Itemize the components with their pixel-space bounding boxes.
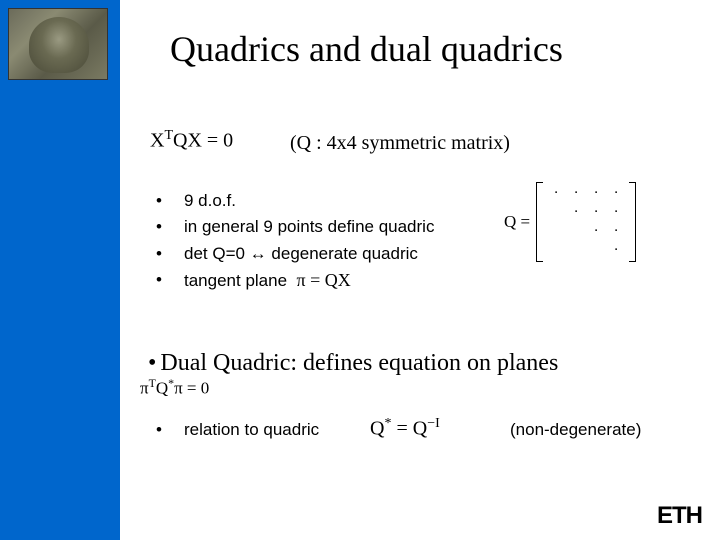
- bullet-item: relation to quadric: [150, 420, 319, 440]
- equation-relation: Q* = Q−I: [370, 416, 440, 441]
- equation-main: XTQX = 0: [150, 128, 233, 153]
- matrix-cell: ·: [566, 184, 586, 203]
- matrix-cell: ·: [566, 203, 586, 222]
- header-image: [8, 8, 108, 80]
- sidebar: [0, 0, 120, 540]
- matrix-label: Q =: [504, 212, 530, 232]
- nondegenerate-note: (non-degenerate): [510, 420, 641, 440]
- slide-content: Quadrics and dual quadrics XTQX = 0 (Q :…: [120, 0, 720, 540]
- matrix-cell: ·: [586, 184, 606, 203]
- matrix-cell: [546, 222, 566, 241]
- bullet-item: det Q=0 ↔ degenerate quadric: [150, 241, 434, 267]
- matrix-definition: Q = · · · · · · · ·: [504, 182, 636, 262]
- bullet-item: 9 d.o.f.: [150, 188, 434, 214]
- matrix-cell: ·: [606, 203, 626, 222]
- matrix-cell: [546, 203, 566, 222]
- eth-logo: ETH: [657, 502, 702, 530]
- bullet-list-top: 9 d.o.f. in general 9 points define quad…: [150, 188, 434, 295]
- matrix-cell: ·: [586, 203, 606, 222]
- matrix-cell: [586, 241, 606, 260]
- matrix-cell: [566, 222, 586, 241]
- matrix-cell: [546, 241, 566, 260]
- bullet-item: in general 9 points define quadric: [150, 214, 434, 240]
- matrix-grid: · · · · · · · · ·: [546, 184, 626, 260]
- matrix-bracket: · · · · · · · · ·: [536, 182, 636, 262]
- matrix-cell: ·: [586, 222, 606, 241]
- matrix-cell: [566, 241, 586, 260]
- bullet-item: tangent plane π = QX: [150, 267, 434, 295]
- matrix-cell: ·: [606, 241, 626, 260]
- matrix-cell: ·: [606, 222, 626, 241]
- equation-dual: πTQ*π = 0: [140, 376, 209, 399]
- slide-title: Quadrics and dual quadrics: [170, 28, 563, 70]
- header-image-figure: [29, 17, 89, 73]
- bullet-text: tangent plane: [184, 271, 287, 290]
- tangent-equation: π = QX: [297, 270, 351, 290]
- dual-heading: Dual Quadric: defines equation on planes: [148, 350, 558, 377]
- matrix-cell: ·: [546, 184, 566, 203]
- bullet-list-bottom: relation to quadric: [150, 420, 319, 440]
- subtitle-main: (Q : 4x4 symmetric matrix): [290, 132, 510, 155]
- matrix-cell: ·: [606, 184, 626, 203]
